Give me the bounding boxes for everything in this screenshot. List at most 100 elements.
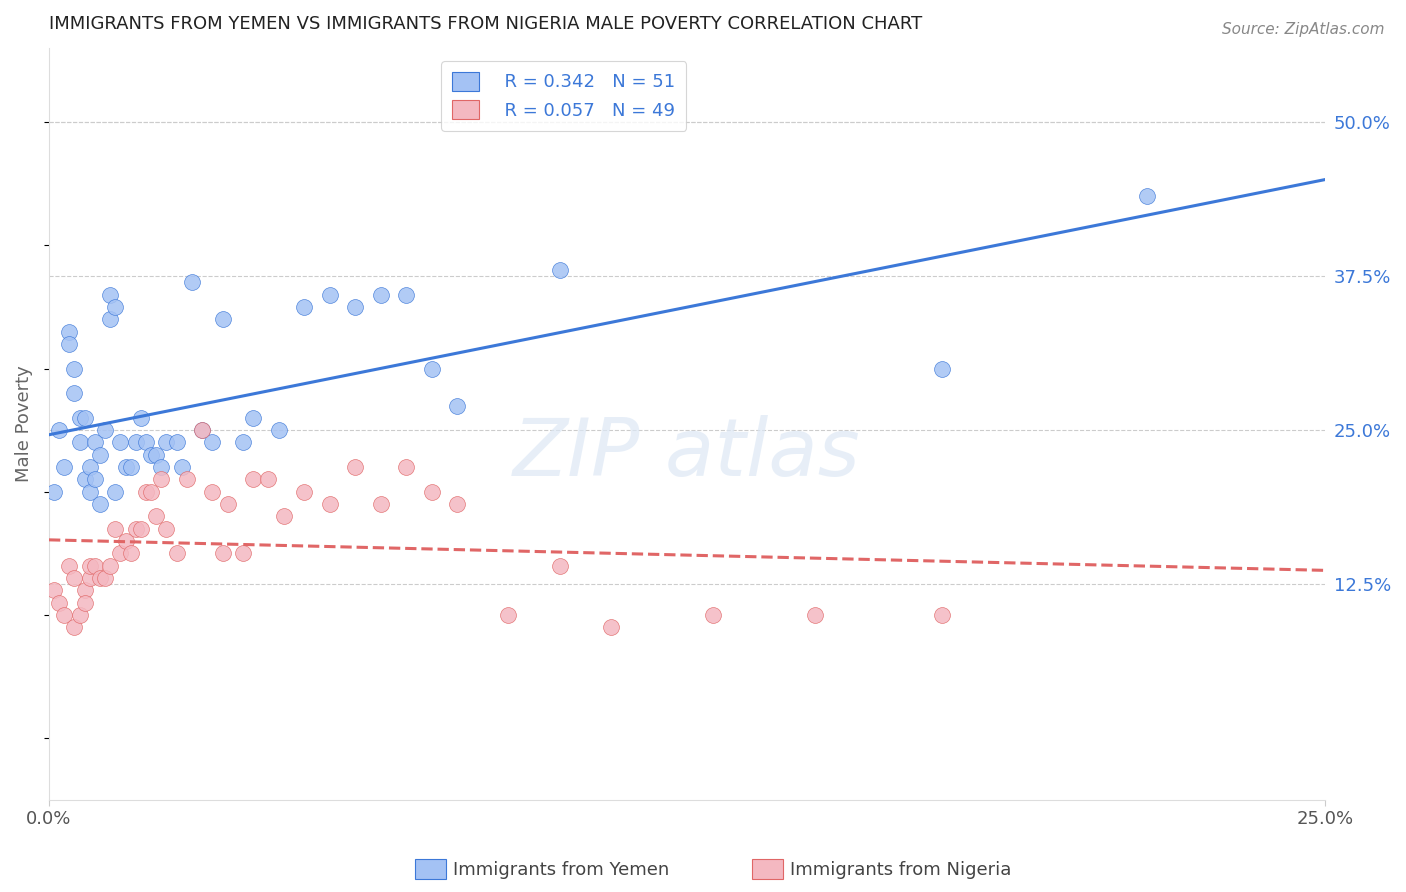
Point [79,558,101,573]
Point [104,484,127,499]
Point [110,546,132,560]
Point [599,620,621,634]
Point [155,522,177,536]
Point [58,325,80,339]
Point [267,423,290,437]
Point [120,546,142,560]
Point [42,484,65,499]
Point [98,558,121,573]
Point [498,607,520,622]
Point [319,287,342,301]
Point [53,460,76,475]
Text: ZIP atlas: ZIP atlas [513,415,860,493]
Point [273,509,295,524]
Point [69,435,91,450]
Point [370,497,392,511]
Point [170,460,193,475]
Point [166,435,188,450]
Text: Source: ZipAtlas.com: Source: ZipAtlas.com [1222,22,1385,37]
Point [79,460,101,475]
Point [89,571,111,585]
Point [191,423,214,437]
Point [395,287,418,301]
Point [114,460,136,475]
Point [94,423,117,437]
Point [211,312,233,326]
Point [63,620,86,634]
Point [58,558,80,573]
Point [73,595,96,609]
Point [63,386,86,401]
Point [63,571,86,585]
Point [319,497,342,511]
Point [150,460,173,475]
Point [548,263,571,277]
Point [98,312,121,326]
Point [420,361,443,376]
Point [242,410,264,425]
Point [145,509,167,524]
Point [702,607,724,622]
Point [120,460,142,475]
Point [84,472,107,486]
Point [69,410,91,425]
Point [931,361,953,376]
Point [135,484,157,499]
Point [84,558,107,573]
Point [48,423,70,437]
Point [73,583,96,598]
Text: IMMIGRANTS FROM YEMEN VS IMMIGRANTS FROM NIGERIA MALE POVERTY CORRELATION CHART: IMMIGRANTS FROM YEMEN VS IMMIGRANTS FROM… [49,15,922,33]
Point [89,448,111,462]
Point [98,287,121,301]
Point [114,533,136,548]
Point [73,410,96,425]
Point [139,484,162,499]
Point [395,460,418,475]
Point [48,595,70,609]
Y-axis label: Male Poverty: Male Poverty [15,366,32,483]
Point [446,497,468,511]
Point [69,607,91,622]
Point [94,571,117,585]
Legend:   R = 0.342   N = 51,   R = 0.057   N = 49: R = 0.342 N = 51, R = 0.057 N = 49 [441,62,686,130]
Point [217,497,239,511]
Point [155,435,177,450]
Point [79,571,101,585]
Point [129,410,152,425]
Point [125,522,148,536]
Point [201,435,224,450]
Point [73,472,96,486]
Text: Immigrants from Yemen: Immigrants from Yemen [453,861,669,879]
Point [232,435,254,450]
Point [104,522,127,536]
Point [257,472,280,486]
Point [292,484,315,499]
Point [242,472,264,486]
Point [211,546,233,560]
Point [145,448,167,462]
Point [89,497,111,511]
Point [232,546,254,560]
Point [420,484,443,499]
Point [191,423,214,437]
Point [370,287,392,301]
Point [129,522,152,536]
Point [931,607,953,622]
Point [63,361,86,376]
Point [292,300,315,314]
Point [166,546,188,560]
Point [139,448,162,462]
Point [104,300,127,314]
Point [150,472,173,486]
Point [344,460,367,475]
Point [176,472,198,486]
Point [42,583,65,598]
Point [181,276,204,290]
Point [446,399,468,413]
Point [344,300,367,314]
Point [110,435,132,450]
Point [1136,189,1159,203]
Point [58,337,80,351]
Point [548,558,571,573]
Point [79,484,101,499]
